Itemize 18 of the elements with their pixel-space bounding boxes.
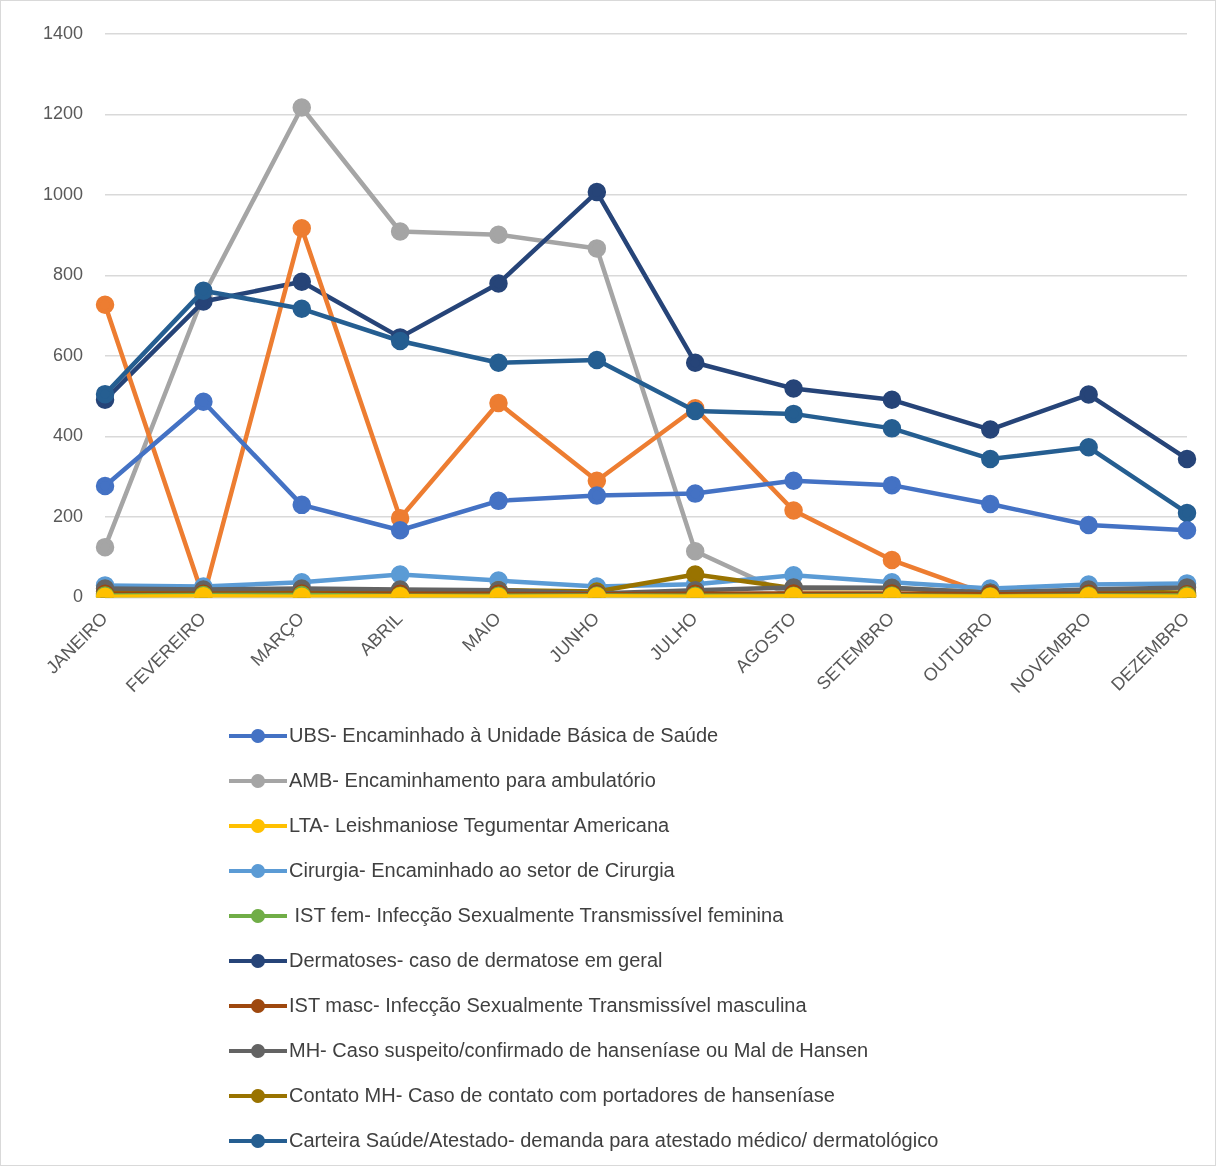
legend-label: LTA- Leishmaniose Tegumentar Americana bbox=[289, 814, 670, 837]
y-tick-label: 400 bbox=[53, 425, 84, 446]
legend-label: Dermatoses- caso de dermatose em geral bbox=[289, 949, 663, 972]
y-tick-label: 1200 bbox=[43, 103, 84, 124]
y-tick-label: 1400 bbox=[43, 22, 84, 43]
legend-label: Cirurgia- Encaminhado ao setor de Cirurgia bbox=[289, 859, 675, 882]
y-tick-label: 800 bbox=[53, 264, 84, 285]
y-tick-label: 200 bbox=[53, 505, 84, 526]
legend-label: Carteira Saúde/Atestado- demanda para atestado médico/ dermatológico bbox=[289, 1129, 939, 1152]
legend-label: AMB- Encaminhamento para ambulatório bbox=[289, 769, 656, 792]
legend-label: MH- Caso suspeito/confirmado de hanseníase ou Mal de Hansen bbox=[289, 1039, 869, 1062]
y-tick-label: 1000 bbox=[43, 183, 84, 204]
legend-label: IST fem- Infecção Sexualmente Transmissível feminina bbox=[293, 904, 784, 927]
legend-label: Contato MH- Caso de contato com portadores de hanseníase bbox=[289, 1084, 835, 1107]
legend-label: IST masc- Infecção Sexualmente Transmissível masculina bbox=[289, 994, 807, 1017]
y-tick-label: 600 bbox=[53, 344, 84, 365]
legend-label: UBS- Encaminhado à Unidade Básica de Saúde bbox=[289, 724, 719, 747]
y-tick-label: 0 bbox=[73, 586, 84, 607]
